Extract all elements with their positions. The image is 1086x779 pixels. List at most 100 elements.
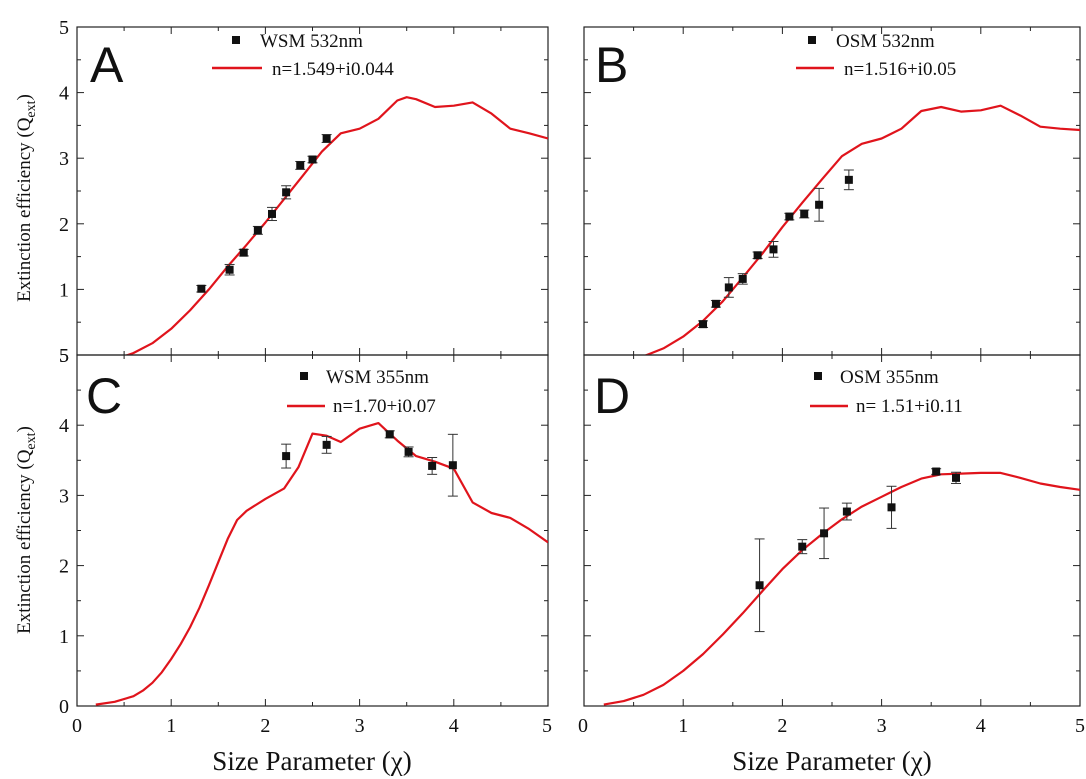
data-point	[447, 433, 458, 497]
x-tick-label: 1	[678, 715, 688, 737]
point-marker	[724, 283, 733, 292]
point-marker	[322, 134, 331, 143]
point-marker	[952, 473, 960, 482]
y-axis-label-text: Extinction efficiency (Q	[14, 449, 35, 634]
x-tick-label: 0	[578, 715, 588, 737]
y-tick-label: 5	[59, 345, 69, 367]
data-point	[723, 277, 734, 298]
point-marker	[296, 161, 305, 170]
data-point	[403, 446, 414, 458]
point-marker	[197, 284, 206, 293]
y-axis-label-text: Extinction efficiency (Q	[14, 117, 35, 302]
data-point	[819, 507, 830, 560]
point-marker	[404, 447, 413, 456]
x-tick-label: 5	[1075, 715, 1085, 737]
fit-curve	[603, 471, 1080, 706]
data-point	[281, 185, 292, 200]
y-tick-label: 2	[59, 556, 69, 578]
point-marker	[769, 245, 778, 254]
y-axis-label-close: )	[14, 426, 35, 432]
panel-c-legend: WSM 355nm n=1.70+i0.07	[287, 367, 436, 417]
y-axis-label-subscript: ext	[24, 100, 39, 117]
data-point	[266, 206, 277, 222]
fit-curve	[124, 96, 548, 355]
legend-label-fit: n=1.549+i0.044	[272, 59, 394, 80]
panel-b-legend: OSM 532nm n=1.516+i0.05	[796, 31, 956, 80]
data-point	[768, 241, 779, 258]
point-marker	[428, 461, 437, 470]
panel-d-frame	[583, 354, 1081, 707]
panel-d-legend: OSM 355nm n= 1.51+i0.11	[810, 367, 963, 417]
legend-label-fit: n=1.70+i0.07	[333, 396, 436, 417]
point-marker	[887, 503, 896, 512]
y-tick-label: 0	[59, 696, 69, 718]
panel-b-frame	[583, 26, 1081, 356]
panel-a-letter: A	[90, 37, 124, 93]
legend-label-fit: n= 1.51+i0.11	[856, 396, 963, 417]
x-axis-label-left: Size Parameter (χ)	[212, 746, 411, 776]
point-marker	[785, 212, 794, 221]
point-marker	[753, 251, 762, 260]
y-tick-label: 1	[59, 626, 69, 648]
x-tick-label: 2	[777, 715, 787, 737]
data-point	[814, 187, 825, 222]
panel-c: 0 1 2 3 4 5 0 1 2 3 4 5 C WSM 355nm n=1.70+i0.07	[59, 345, 552, 737]
point-marker	[253, 226, 262, 235]
data-point	[951, 471, 961, 484]
data-point	[754, 538, 765, 633]
x-tick-label: 0	[72, 715, 82, 737]
point-marker	[755, 581, 764, 590]
legend-marker-square	[300, 372, 308, 380]
data-point	[843, 169, 854, 191]
data-point	[238, 248, 249, 257]
point-marker	[932, 467, 941, 476]
point-marker	[738, 274, 747, 283]
fit-curve	[643, 104, 1080, 355]
data-point	[295, 160, 306, 170]
y-tick-label: 3	[59, 148, 69, 170]
fit-curve	[95, 422, 548, 706]
point-marker	[711, 299, 720, 308]
data-point	[737, 273, 748, 285]
data-point	[698, 320, 709, 329]
data-point	[252, 225, 263, 235]
point-marker	[800, 209, 809, 218]
point-marker	[282, 452, 291, 461]
point-marker	[448, 461, 457, 470]
x-tick-label: 2	[260, 715, 270, 737]
x-tick-label: 4	[976, 715, 986, 737]
point-marker	[282, 188, 291, 197]
y-tick-label: 5	[59, 17, 69, 39]
legend-label-points: WSM 532nm	[260, 31, 363, 52]
panel-a: 5 1 2 3 4 5 A WSM 532nm n=1.549+i0.044	[59, 17, 549, 367]
point-marker	[322, 440, 331, 449]
legend-label-points: WSM 355nm	[326, 367, 429, 388]
panel-d: 0 1 2 3 4 5 D OSM 355nm n= 1.51+i0.11	[578, 354, 1085, 737]
panel-d-letter: D	[594, 368, 630, 424]
data-point	[321, 435, 332, 454]
point-marker	[820, 529, 829, 538]
data-point	[224, 263, 235, 276]
data-point	[797, 539, 808, 555]
y-tick-label: 2	[59, 214, 69, 236]
x-axis-label-right: Size Parameter (χ)	[732, 746, 931, 776]
panel-b: B OSM 532nm n=1.516+i0.05	[583, 26, 1081, 356]
data-point	[710, 299, 721, 308]
y-axis-label-subscript: ext	[24, 432, 39, 449]
data-point	[281, 443, 292, 469]
legend-marker-square	[808, 36, 816, 44]
point-marker	[267, 209, 276, 218]
x-tick-label: 1	[166, 715, 176, 737]
legend-marker-square	[814, 372, 822, 380]
point-marker	[815, 200, 824, 209]
data-point	[752, 251, 763, 260]
data-point	[841, 502, 852, 521]
y-tick-label: 5	[59, 345, 69, 367]
data-point	[307, 155, 318, 164]
legend-label-points: OSM 532nm	[836, 31, 935, 52]
point-marker	[842, 507, 851, 516]
point-marker	[225, 265, 234, 274]
point-marker	[385, 430, 394, 439]
y-tick-label: 3	[59, 485, 69, 507]
